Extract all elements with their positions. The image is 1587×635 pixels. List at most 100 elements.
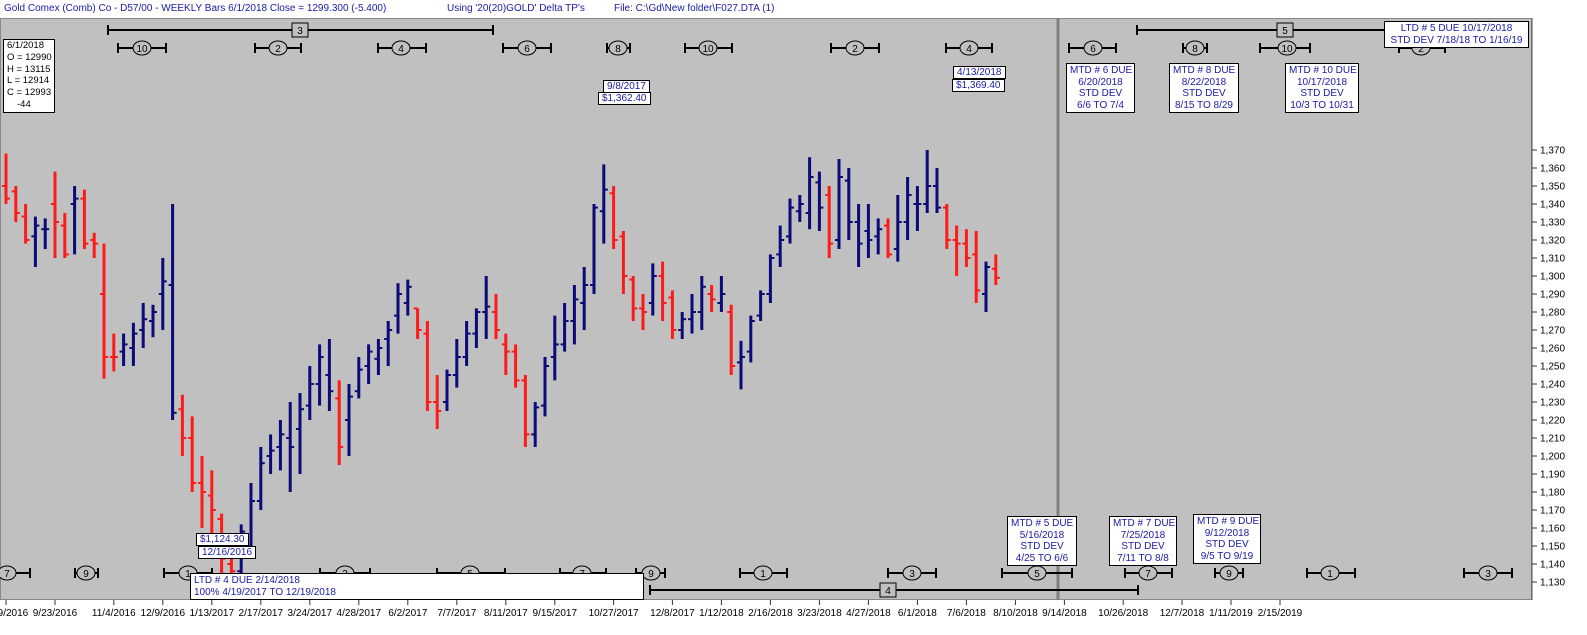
cycle-bottom-label: 9 [83, 569, 89, 580]
y-tick-label: 1,210 [1540, 434, 1565, 445]
x-tick-label: 10/26/2018 [1098, 608, 1148, 619]
y-tick-label: 1,330 [1540, 218, 1565, 229]
file-path-caption: File: C:\Gd\New folder\F027.DTA (1) [614, 3, 775, 14]
cycle-bottom-circle [902, 565, 922, 581]
x-tick-label: 7/7/2017 [437, 608, 476, 619]
y-tick-label: 1,270 [1540, 326, 1565, 337]
cycle-bottom-circle [753, 565, 773, 581]
x-tick-label: 3/23/2018 [797, 608, 842, 619]
cycle-top-label: 3 [297, 26, 303, 37]
cycle-top-label: 10 [136, 44, 148, 55]
cycle-top-circle [608, 40, 628, 56]
chart-symbol-title: Gold Comex (Comb) Co - D57/00 - WEEKLY B… [4, 3, 387, 14]
x-tick-label: 9/15/2017 [533, 608, 578, 619]
cycle-top-circle [1083, 40, 1103, 56]
cycle-bottom-label: 5 [467, 569, 473, 580]
y-tick-label: 1,360 [1540, 164, 1565, 175]
x-tick-label: 12/9/2016 [141, 608, 186, 619]
y-tick-label: 1,160 [1540, 524, 1565, 535]
cycle-top-circle [698, 40, 718, 56]
y-tick-label: 1,230 [1540, 398, 1565, 409]
x-tick-label: 2/15/2019 [1258, 608, 1303, 619]
cycle-top-label: 4 [398, 44, 404, 55]
cycle-bottom-circle [1219, 565, 1239, 581]
cycle-bottom-label: 9 [648, 569, 654, 580]
cycle-bottom-label: 3 [342, 569, 348, 580]
y-tick-label: 1,170 [1540, 506, 1565, 517]
delta-tp-caption: Using '20(20)GOLD' Delta TP's [447, 3, 585, 14]
x-tick-label: 10/27/2017 [589, 608, 639, 619]
x-tick-label: 7/6/2018 [947, 608, 986, 619]
cycle-top-circle [1185, 40, 1205, 56]
cycle-top-label: 8 [1192, 44, 1198, 55]
x-tick-label: 6/1/2018 [898, 608, 937, 619]
cycle-top-circle [1277, 40, 1297, 56]
y-tick-label: 1,260 [1540, 344, 1565, 355]
y-tick-label: 1,180 [1540, 488, 1565, 499]
ohlc-readout-box: 6/1/2018 O = 12990 H = 13115 L = 12914 C… [3, 39, 55, 113]
cycle-top-label: 5 [1282, 26, 1288, 37]
cycle-bottom-label: 1 [1327, 569, 1333, 580]
y-tick-label: 1,310 [1540, 254, 1565, 265]
y-tick-label: 1,240 [1540, 380, 1565, 391]
ohlc-low: L = 12914 [7, 75, 50, 87]
cycle-bottom-label: 4 [885, 586, 891, 597]
x-tick-label: 1/11/2019 [1209, 608, 1253, 619]
cycle-top-circle [391, 40, 411, 56]
cycle-top-label: 10 [702, 44, 714, 55]
y-tick-label: 1,140 [1540, 560, 1565, 571]
x-tick-label: 9/23/2016 [33, 608, 78, 619]
cycle-top-label: 2 [275, 44, 281, 55]
cycle-bottom-label: 7 [579, 569, 585, 580]
ohlc-change: -44 [17, 98, 31, 110]
cycle-bottom-label: 3 [1485, 569, 1491, 580]
cycle-bottom-label: 1 [185, 569, 191, 580]
y-tick-label: 1,290 [1540, 290, 1565, 301]
cycle-top-circle [845, 40, 865, 56]
ohlc-open: O = 12990 [7, 51, 52, 63]
cycle-top-label: 6 [524, 44, 530, 55]
cycle-bottom-circle [1478, 565, 1498, 581]
x-tick-label: 8/10/2018 [993, 608, 1038, 619]
y-tick-label: 1,250 [1540, 362, 1565, 373]
cycle-bottom-label: 3 [909, 569, 915, 580]
y-tick-label: 1,200 [1540, 452, 1565, 463]
cycle-top-circle [959, 40, 979, 56]
x-tick-label: 12/8/2017 [650, 608, 695, 619]
cycle-top-box [1276, 22, 1294, 38]
x-tick-label: 8/11/2017 [484, 608, 528, 619]
cycle-bottom-circle [76, 565, 96, 581]
y-tick-label: 1,350 [1540, 182, 1565, 193]
x-tick-label: 3/24/2017 [288, 608, 333, 619]
x-tick-label: 9/14/2018 [1042, 608, 1087, 619]
x-tick-label: 12/7/2018 [1160, 608, 1205, 619]
cycle-top-label: 2 [1418, 44, 1424, 55]
y-tick-label: 1,300 [1540, 272, 1565, 283]
x-tick-label: 2/16/2018 [748, 608, 793, 619]
x-tick-label: 11/4/2016 [92, 608, 136, 619]
cycle-bottom-label: 7 [1145, 569, 1151, 580]
cycle-top-box [291, 22, 309, 38]
y-tick-label: 1,370 [1540, 146, 1565, 157]
x-tick-label: 6/2/2017 [388, 608, 427, 619]
x-tick-label: 4/27/2018 [846, 608, 891, 619]
ohlc-close: C = 12993 [7, 87, 52, 99]
cycle-bottom-circle [1320, 565, 1340, 581]
cycle-bottom-circle [1027, 565, 1047, 581]
x-tick-label: 1/13/2017 [190, 608, 235, 619]
cycle-bottom-label: 5 [1034, 569, 1040, 580]
cycle-top-label: 10 [1281, 44, 1293, 55]
cycle-top-label: 2 [852, 44, 858, 55]
cycle-top-circle [517, 40, 537, 56]
y-axis-strip [1532, 18, 1587, 600]
cycle-bottom-box [879, 582, 897, 598]
plot-area[interactable]: 6/1/2018 O = 12990 H = 13115 L = 12914 C… [0, 18, 1532, 600]
y-tick-label: 1,320 [1540, 236, 1565, 247]
y-tick-label: 1,280 [1540, 308, 1565, 319]
y-tick-label: 1,150 [1540, 542, 1565, 553]
y-tick-label: 1,220 [1540, 416, 1565, 427]
x-tick-label: 2/17/2017 [239, 608, 284, 619]
cycle-top-label: 4 [966, 44, 972, 55]
ohlc-date: 6/1/2018 [7, 40, 44, 51]
